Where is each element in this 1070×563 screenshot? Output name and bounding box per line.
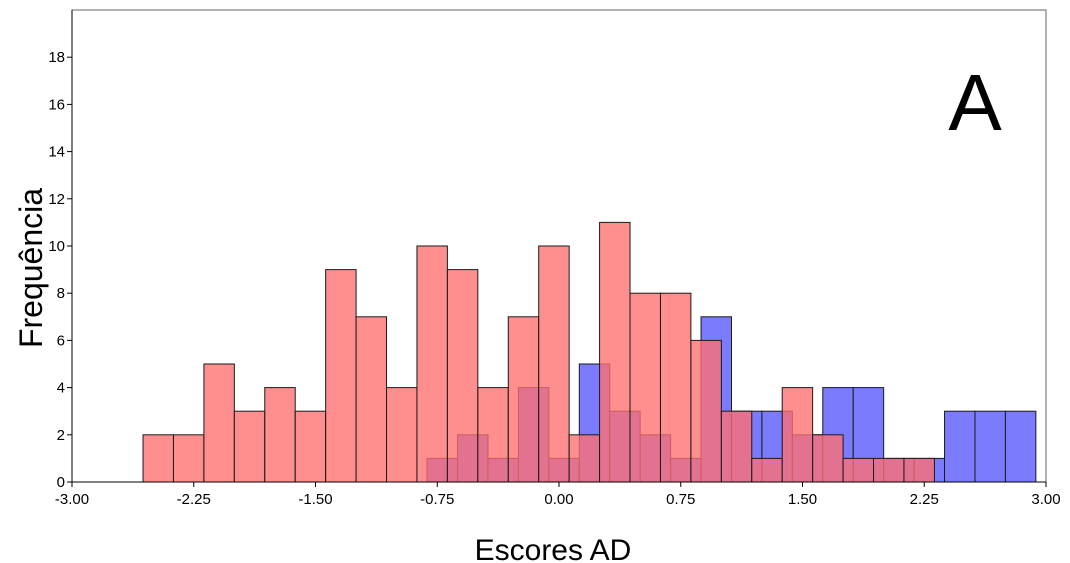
y-tick-label: 8 — [57, 285, 65, 302]
bar-series-1-bin-20 — [1004, 410, 1037, 483]
x-tick-label: 0.75 — [666, 491, 695, 508]
bar-series-2-bin-26 — [903, 457, 935, 483]
y-tick-label: 18 — [48, 49, 65, 66]
axes-layer: 0 2 4 6 8 10 12 14 16 18 -3.00 -2.25 -1.50 -0.75 0.00 0… — [48, 10, 1061, 508]
bar-series-2-bin-22 — [781, 387, 814, 483]
bar-series-2-bin-20 — [720, 410, 753, 483]
y-tick-label: 10 — [48, 238, 65, 255]
x-tick-label: 1.50 — [788, 491, 817, 508]
y-axis-title: Frequência — [13, 188, 49, 348]
y-tick-label: 14 — [48, 144, 65, 161]
y-tick-label: 4 — [57, 380, 65, 397]
bar-series-2-bin-12 — [477, 387, 509, 483]
bar-series-2-bin-17 — [629, 292, 661, 483]
bar-series-2-bin-19 — [690, 339, 722, 483]
panel-label: A — [948, 58, 1002, 147]
bar-series-2-bin-3 — [203, 363, 235, 483]
y-tick-label: 0 — [57, 474, 65, 491]
y-tick-label: 2 — [57, 427, 65, 444]
bar-series-2-bin-4 — [233, 410, 266, 483]
x-tick-label: 2.25 — [910, 491, 939, 508]
bar-series-2-bin-8 — [355, 316, 388, 483]
x-tick-label: -0.75 — [420, 491, 454, 508]
bar-series-2-bin-16 — [599, 221, 631, 483]
bar-series-2-bin-9 — [386, 387, 418, 483]
y-tick-label: 16 — [48, 96, 65, 113]
bar-series-2-bin-21 — [751, 457, 783, 483]
x-tick-label: -1.50 — [298, 491, 332, 508]
bar-series-2-bin-7 — [325, 269, 357, 483]
bar-series-2-bin-13 — [507, 316, 540, 483]
bar-series-2-bin-11 — [446, 269, 479, 483]
bar-series-2-bin-18 — [659, 292, 692, 483]
bar-series-2-bin-6 — [294, 410, 327, 483]
bar-series-2-bin-25 — [873, 457, 905, 483]
y-tick-label: 6 — [57, 332, 65, 349]
bar-series-1-bin-19 — [974, 410, 1006, 483]
bar-series-1-bin-18 — [944, 410, 976, 483]
x-tick-label: -3.00 — [55, 491, 89, 508]
x-axis-title: Escores AD — [475, 534, 632, 563]
x-tick-label: -2.25 — [177, 491, 211, 508]
bar-series-2-bin-15 — [568, 434, 601, 483]
bar-series-2-bin-1 — [142, 434, 174, 483]
bar-series-2-bin-24 — [842, 457, 875, 483]
bar-series-2-bin-14 — [538, 245, 570, 483]
bar-series-2-bin-23 — [812, 434, 844, 483]
bar-series-2-bin-2 — [172, 434, 205, 483]
bar-series-2-bin-10 — [416, 245, 448, 483]
y-tick-label: 12 — [48, 191, 65, 208]
x-tick-label: 3.00 — [1031, 491, 1060, 508]
x-tick-label: 0.00 — [544, 491, 573, 508]
bar-series-2-bin-5 — [264, 387, 296, 483]
